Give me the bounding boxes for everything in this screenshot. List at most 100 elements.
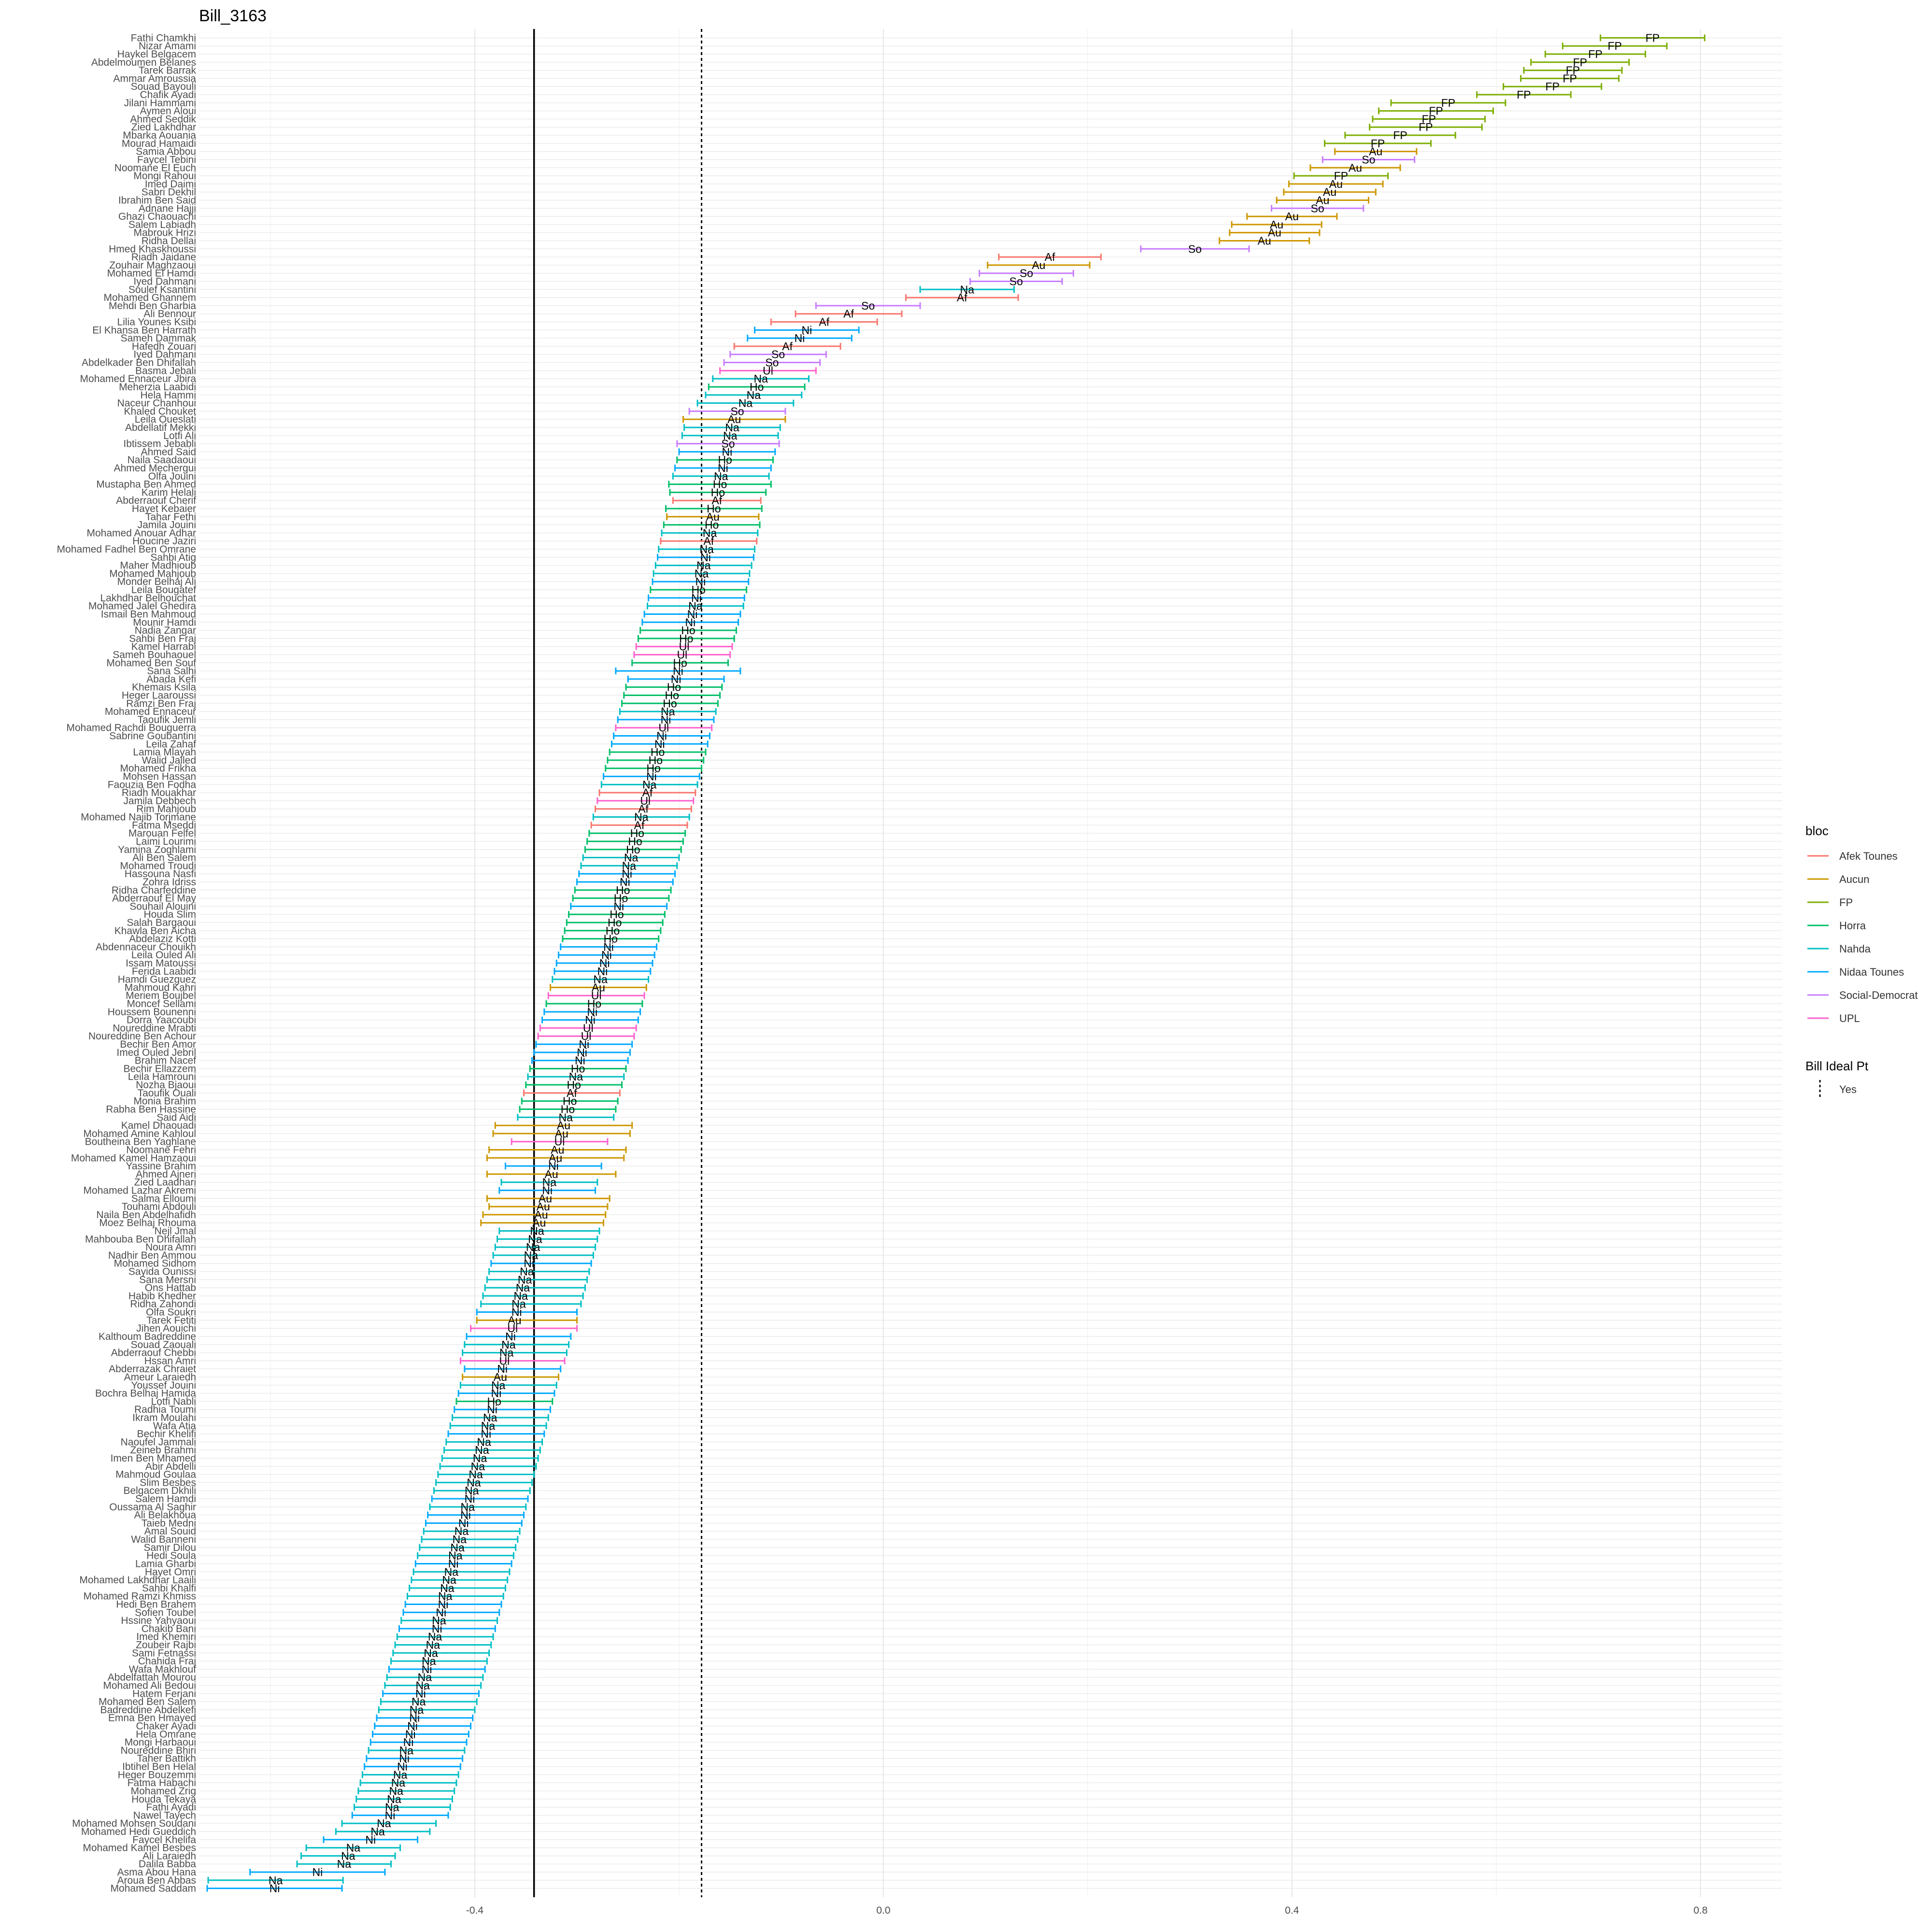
y-tick-label: Lotfi Nabli xyxy=(151,1396,196,1407)
mp-row: FP Fathi Chamkhi xyxy=(131,31,1705,44)
mp-row: Ul Basma Jebali xyxy=(135,364,817,377)
y-tick-label: Faycel Khelifa xyxy=(132,1834,196,1846)
mp-row: Ni Abderrazak Chraiet xyxy=(109,1363,562,1375)
y-tick-label: Riadh Mouakhar xyxy=(122,787,196,798)
y-tick-label: Ons Hattab xyxy=(145,1282,196,1293)
x-tick-label: 0.4 xyxy=(1285,1905,1299,1916)
mp-row: Na Samir Dilou xyxy=(143,1541,517,1554)
mp-row: So Iyed Dahmani xyxy=(133,348,827,361)
y-tick-label: Haykel Belgacem xyxy=(117,49,196,60)
mp-row: So Ibtissem Jebabli xyxy=(123,438,780,450)
y-tick-label: Sameh Dammak xyxy=(121,333,197,344)
point-label: Na xyxy=(725,421,739,434)
mp-row: Na Zeineb Brahmi xyxy=(130,1444,541,1456)
legend-item: Nahda xyxy=(1807,943,1871,955)
mp-row: Ho Nozha Bjaoui xyxy=(136,1079,623,1091)
mp-row: FP Abdelmoumen Belanes xyxy=(91,56,1630,69)
point-label: Na xyxy=(467,1476,481,1489)
y-tick-label: Lakhdhar Belhouchat xyxy=(100,593,197,604)
point-label: Na xyxy=(465,1484,479,1497)
y-tick-label: Chaker Ayadi xyxy=(136,1721,196,1732)
y-tick-label: Monia Brahim xyxy=(133,1096,196,1107)
y-tick-label: Salem Hamdi xyxy=(135,1493,196,1505)
y-tick-label: Leila Oueslati xyxy=(135,414,196,425)
y-tick-label: Salah Bargaoui xyxy=(127,917,196,928)
mp-row: Ho Monia Brahim xyxy=(133,1095,619,1108)
y-tick-label: Hela Omrane xyxy=(136,1729,196,1740)
mp-row: Na Fathi Ayadi xyxy=(146,1801,451,1814)
mp-row: Au Ameur Laraiedh xyxy=(124,1371,559,1383)
point-label: FP xyxy=(1646,31,1660,44)
y-tick-label: Mohamed Najib Torjmane xyxy=(81,812,196,823)
y-tick-label: Imen Ben Mhamed xyxy=(111,1453,196,1464)
y-tick-label: Khaled Chouket xyxy=(124,406,197,417)
mp-row: Au Samia Abbou xyxy=(136,145,1418,158)
y-tick-label: Imed Daimi xyxy=(145,179,196,190)
point-label: Ho xyxy=(614,892,628,905)
y-tick-label: Mohamed Anouar Adhar xyxy=(87,527,197,539)
y-tick-label: Heger Bouzemmi xyxy=(118,1769,196,1780)
y-tick-label: Wafa Atia xyxy=(153,1421,196,1432)
point-label: Na xyxy=(418,1671,432,1684)
point-label: Na xyxy=(622,859,637,872)
point-label: So xyxy=(1009,275,1023,288)
point-label: Au xyxy=(534,1208,548,1221)
y-tick-label: Laimi Lourimi xyxy=(136,836,196,847)
y-tick-label: Imed Khemiri xyxy=(136,1632,196,1643)
point-label: Ni xyxy=(548,1160,559,1172)
point-label: So xyxy=(730,405,744,417)
point-label: Ho xyxy=(571,1062,585,1075)
y-tick-label: Fatma Mseddi xyxy=(132,820,196,831)
point-label: Ni xyxy=(511,1306,522,1319)
mp-row: Na Mohamed Ben Salem xyxy=(99,1695,478,1708)
y-tick-label: Nozha Bjaoui xyxy=(136,1080,196,1091)
point-label: Ni xyxy=(407,1720,418,1733)
point-label: Af xyxy=(567,1087,577,1099)
mp-row: Ho Salah Bargaoui xyxy=(127,916,664,929)
mp-row: Ni Hedi Ben Brahem xyxy=(116,1598,502,1610)
y-tick-label: Chahida Fraj xyxy=(138,1656,196,1667)
mp-row: Na Ali Ben Salem xyxy=(132,852,680,864)
mp-row: Ho Nadia Zangar xyxy=(135,624,737,637)
y-tick-label: Abdellatif Mekki xyxy=(125,422,196,433)
point-label: Ni xyxy=(691,592,702,604)
y-tick-label: Mohamed Troudi xyxy=(120,860,196,871)
point-label: Na xyxy=(528,1233,542,1245)
mp-row: Na Sahbi Khalfi xyxy=(142,1582,506,1594)
point-label: Na xyxy=(426,1638,440,1651)
mp-row: Ni Olfa Soukri xyxy=(146,1306,578,1319)
point-label: Au xyxy=(549,1151,562,1164)
point-label: Na xyxy=(739,397,753,410)
y-tick-label: Ahmed Said xyxy=(141,446,196,457)
y-tick-label: Sameh Bouhaouel xyxy=(113,649,196,660)
y-tick-label: Zied Laadhari xyxy=(134,1177,196,1188)
point-label: Af xyxy=(638,803,649,815)
legend-item: FP xyxy=(1807,896,1853,909)
point-label: Na xyxy=(341,1849,355,1862)
mp-row: Ni Monder Belhaj Ali xyxy=(117,575,750,588)
point-label: Ho xyxy=(651,746,665,758)
point-label: Au xyxy=(1369,145,1382,158)
point-label: FP xyxy=(1422,113,1436,125)
y-tick-label: Jamila Debbech xyxy=(123,796,196,807)
y-tick-label: Naceur Chanhoui xyxy=(117,398,196,409)
mp-row: Ho Mohamed Ben Souf xyxy=(106,656,729,669)
point-label: Ni xyxy=(491,1387,502,1400)
mp-row: Ni Taieb Medni xyxy=(142,1517,523,1529)
y-tick-label: Mohamed Ghannem xyxy=(104,292,196,303)
mp-row: Ni Abada Kefi xyxy=(146,673,725,685)
mp-row: Na Leila Hamrouni xyxy=(128,1070,625,1083)
point-label: Ho xyxy=(681,624,695,637)
mp-row: So Hmed Khaskhoussi xyxy=(109,242,1250,255)
mp-row: Au Touhami Abdouli xyxy=(122,1200,609,1213)
y-tick-label: Abderraouf Chebbi xyxy=(111,1348,196,1359)
mp-row: Ho Abderraouf El May xyxy=(112,892,670,905)
y-tick-label: Mbarka Aouania xyxy=(123,130,196,141)
point-label: Na xyxy=(477,1435,491,1448)
y-tick-label: Youssef Jouini xyxy=(131,1380,196,1391)
y-tick-label: Samir Dilou xyxy=(143,1542,196,1553)
point-label: Na xyxy=(448,1549,463,1562)
y-tick-label: Mounir Hamdi xyxy=(133,617,196,628)
mp-row: Ni Bechir Ben Amor xyxy=(120,1038,633,1051)
